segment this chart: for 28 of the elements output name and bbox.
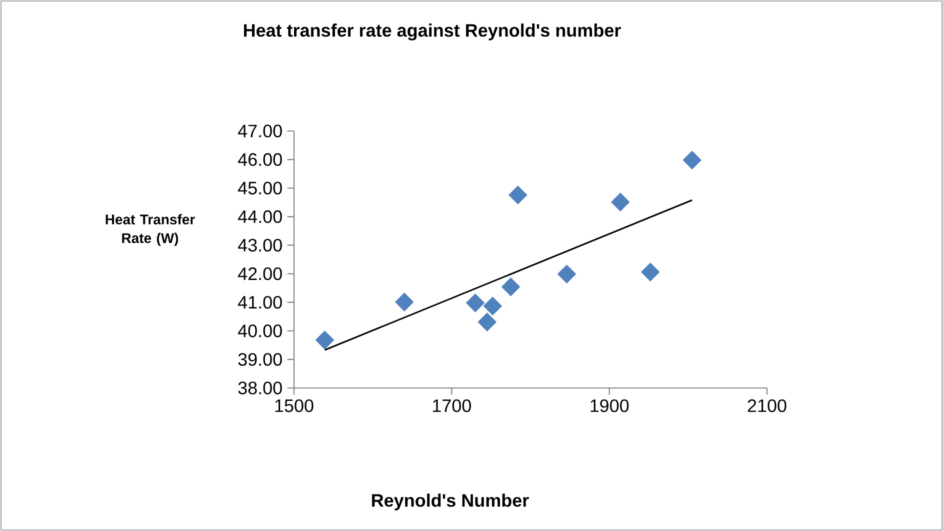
x-axis-title: Reynold's Number: [372, 494, 529, 510]
y-tick-label: 46.00: [238, 153, 282, 166]
chart-title: Heat transfer rate against Reynold's number: [244, 24, 621, 40]
y-tick-label: 38.00: [238, 382, 282, 394]
point: [508, 186, 528, 204]
y-tick-label: 43.00: [238, 238, 282, 252]
y-tick-label: 47.00: [238, 124, 282, 138]
point: [315, 330, 334, 350]
x-tick-label: 2100: [748, 399, 786, 412]
point: [483, 296, 502, 316]
y-tick-label: 40.00: [238, 324, 282, 338]
y-tick-label: 45.00: [238, 182, 282, 194]
point: [557, 264, 576, 284]
x-tick-label: 1500: [275, 399, 314, 412]
y-tick-label: 42.00: [238, 267, 282, 280]
point: [611, 192, 630, 212]
point: [478, 312, 496, 332]
x-tick-label: 1700: [433, 399, 471, 412]
point: [641, 262, 660, 282]
x-tick-label: 1900: [590, 399, 629, 412]
point: [501, 278, 520, 296]
y-tick-label: 44.00: [238, 210, 282, 224]
point: [466, 294, 485, 312]
y-tick-label: 39.00: [238, 353, 282, 366]
y-tick-label: 41.00: [238, 296, 282, 309]
point: [682, 150, 702, 170]
point: [395, 292, 414, 312]
y-axis-title: Heat Transfer Rate (W): [106, 214, 195, 246]
